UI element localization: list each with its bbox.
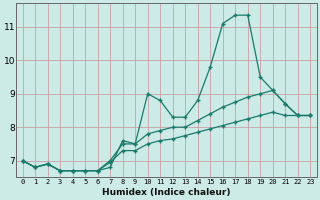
X-axis label: Humidex (Indice chaleur): Humidex (Indice chaleur) <box>102 188 231 197</box>
